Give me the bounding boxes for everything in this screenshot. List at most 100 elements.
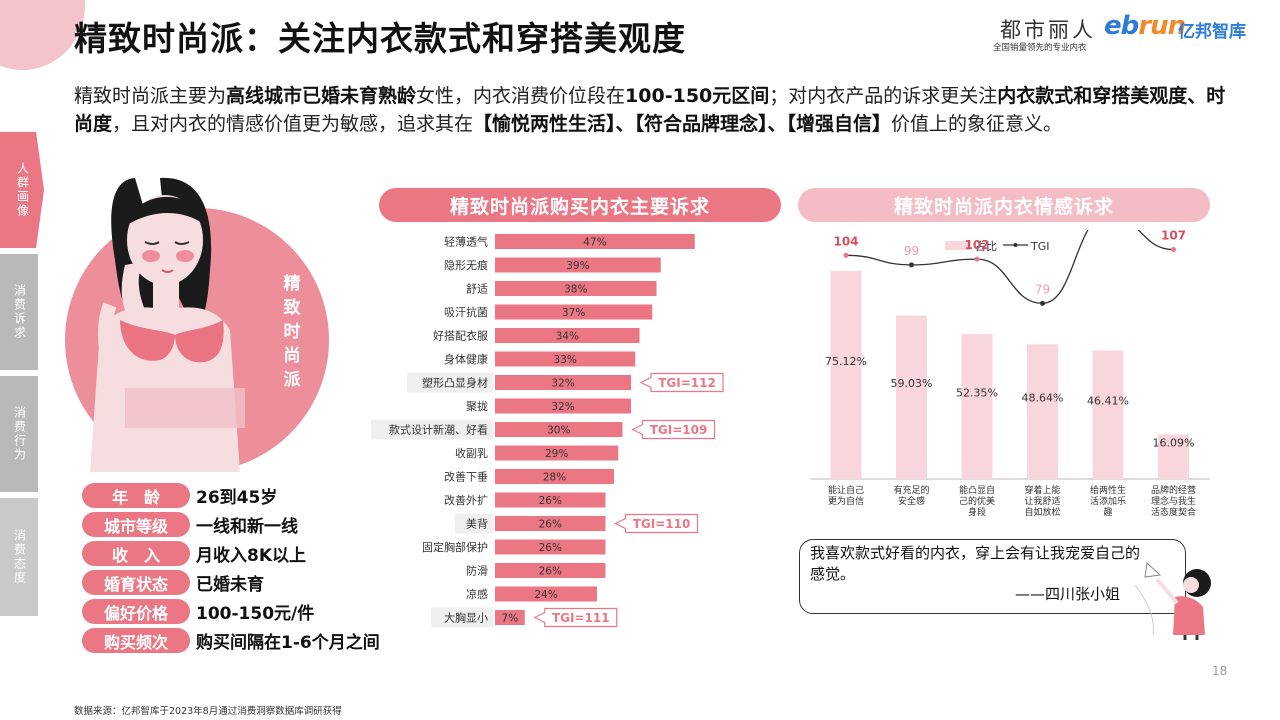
value-label: 34% — [556, 331, 579, 343]
highlight-band — [455, 513, 493, 534]
legend-label-line: TGI — [1030, 240, 1050, 253]
value-label: 28% — [543, 472, 566, 484]
attribute-table: 年 龄 26到45岁 城市等级 一线和新一线 收 入月收入8K以上 婚育状态 已婚未育… — [82, 481, 380, 655]
value-label: 38% — [564, 284, 587, 296]
demand-bar-chart: 轻薄透气 47% 隐形无痕 39% 舒适 38% 吸汗抗菌 37% 好搭配衣服 34% 身体健康 33… — [371, 234, 724, 628]
category-label: 聚拢 — [466, 399, 488, 413]
bar — [495, 304, 653, 320]
bar — [495, 281, 657, 296]
yibang-logo: 亿邦智库 — [1178, 22, 1246, 42]
category-label: 身段 — [968, 506, 986, 518]
quote-text: 我喜欢款式好看的内衣，穿上会有让我宠爱自己的感觉。 — [810, 544, 1141, 583]
attribute-value: 月收入8K以上 — [196, 546, 307, 566]
category-label: 身体健康 — [444, 352, 488, 366]
category-label: 隐形无痕 — [444, 258, 488, 272]
category-label: 美背 — [466, 517, 488, 531]
bar — [896, 315, 927, 479]
emotion-chart-title: 精致时尚派内衣情感诉求 — [798, 188, 1210, 222]
dushi-logo-tagline: 全国销量领先的专业内衣 — [993, 43, 1087, 53]
attribute-row: 收 入月收入8K以上 — [82, 539, 380, 568]
bar — [495, 375, 631, 390]
tgi-point — [974, 256, 980, 262]
bar-value-label: 59.03% — [891, 377, 933, 390]
value-label: 47% — [583, 237, 606, 249]
bar-value-label: 46.41% — [1087, 395, 1129, 408]
side-tab-demand[interactable]: 消费诉求 — [0, 254, 38, 370]
bar-value-label: 16.09% — [1153, 437, 1195, 450]
category-label: 舒适 — [466, 282, 488, 296]
girl-illustration — [1134, 561, 1211, 640]
quote-box — [799, 539, 1186, 614]
bar — [495, 422, 623, 437]
attribute-row: 购买频次 购买间隔在1-6个月之间 — [82, 626, 380, 655]
tgi-point — [843, 252, 849, 258]
bar — [1027, 344, 1058, 479]
tgi-label: TGI=109 — [650, 423, 708, 437]
value-label: 26% — [539, 542, 562, 554]
attribute-value: 一线和新一线 — [196, 517, 298, 537]
bar — [830, 270, 862, 479]
tgi-callout — [614, 513, 699, 534]
bar — [1158, 434, 1189, 479]
persona-label: 精致时尚派 — [283, 274, 301, 390]
value-label: 32% — [551, 378, 574, 390]
side-tab-persona[interactable]: 人群画像 — [0, 132, 44, 248]
side-tab-behavior[interactable]: 消费行为 — [0, 376, 38, 492]
bar — [495, 492, 606, 508]
attribute-row: 年 龄 26到45岁 — [82, 481, 380, 510]
category-label: 品牌的经营 — [1151, 484, 1196, 496]
value-label: 26% — [539, 519, 562, 531]
value-label: 37% — [562, 307, 585, 319]
tgi-callout — [533, 607, 618, 628]
tgi-point — [1040, 300, 1045, 306]
category-label: 改善下垂 — [444, 470, 488, 484]
bar — [495, 257, 661, 273]
attribute-value: 26到45岁 — [196, 488, 278, 508]
bar-chart-title: 精致时尚派购买内衣主要诉求 — [379, 188, 781, 222]
category-label: 安全感 — [898, 495, 925, 507]
category-label: 凉感 — [466, 587, 488, 601]
attribute-value: 已婚未育 — [196, 575, 264, 595]
tgi-value-label: 102 — [964, 238, 989, 252]
tgi-value-label: 104 — [833, 234, 858, 248]
value-label: 29% — [545, 448, 568, 460]
bar — [495, 398, 631, 414]
legend-swatch-bar — [945, 241, 971, 250]
side-tab-attitude[interactable]: 消费态度 — [0, 498, 38, 616]
tgi-point — [1171, 247, 1176, 253]
tgi-label: TGI=110 — [633, 517, 691, 531]
attribute-key: 购买频次 — [82, 628, 190, 653]
corner-decoration — [0, 0, 85, 70]
tgi-value-label: 99 — [904, 244, 919, 258]
tgi-point — [909, 262, 914, 268]
bar — [495, 469, 614, 484]
tgi-callout — [631, 419, 716, 440]
legend-marker — [1013, 243, 1018, 247]
attribute-row: 偏好价格 100-150元/件 — [82, 597, 380, 626]
category-label: 收副乳 — [455, 446, 488, 460]
bar — [495, 563, 606, 578]
category-label: 固定胸部保护 — [422, 540, 488, 554]
quote-signature: ——四川张小姐 — [1015, 585, 1121, 603]
data-source: 数据来源：亿邦智库于2023年8月通过消费洞察数据库调研获得 — [74, 706, 342, 717]
attribute-value: 100-150元/件 — [196, 604, 315, 624]
attribute-key: 年 龄 — [82, 483, 190, 508]
category-label: 更为自信 — [828, 495, 864, 507]
category-label: 塑形凸显身材 — [422, 376, 488, 390]
category-label: 改善外扩 — [444, 493, 488, 507]
attribute-key: 偏好价格 — [82, 599, 190, 624]
category-label: 好搭配衣服 — [433, 329, 488, 343]
category-label: 趣 — [1103, 506, 1112, 518]
category-label: 活态度契合 — [1151, 506, 1196, 518]
attribute-value: 购买间隔在1-6个月之间 — [196, 633, 380, 653]
category-label: 活添加乐 — [1090, 495, 1126, 507]
bar — [961, 333, 993, 479]
category-label: 能让自己 — [828, 484, 864, 496]
bar — [495, 539, 606, 555]
category-label: 自如放松 — [1024, 506, 1060, 518]
category-label: 有充足的 — [893, 484, 929, 496]
attribute-key: 婚育状态 — [82, 570, 190, 595]
highlight-band — [407, 372, 493, 393]
bar — [495, 586, 597, 602]
